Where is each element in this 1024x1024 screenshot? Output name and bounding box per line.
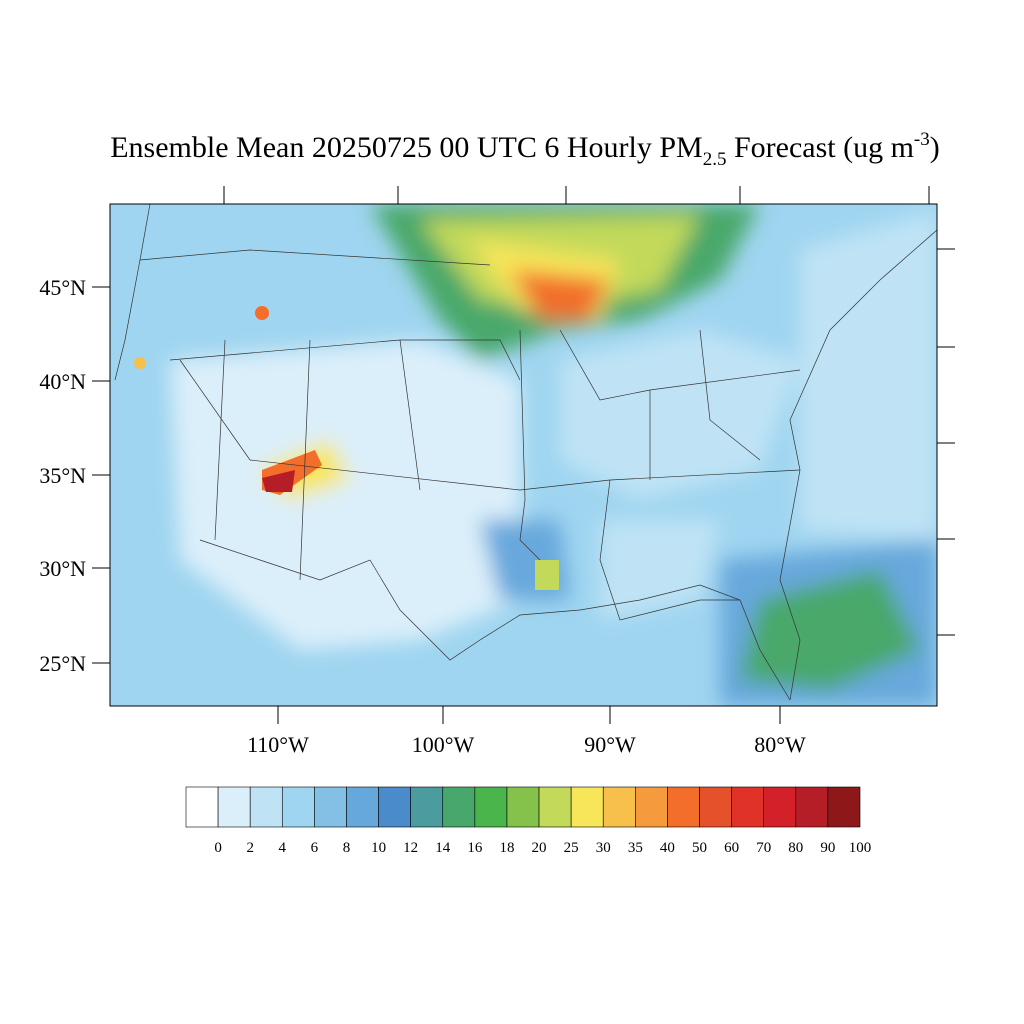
colorbar-label: 2: [246, 840, 254, 856]
colorbar-box: [699, 786, 732, 828]
colorbar-box: [314, 786, 347, 828]
title-main: Ensemble Mean 20250725 00 UTC 6 Hourly P…: [110, 131, 702, 164]
colorbar-box: [281, 786, 315, 828]
colorbar-box: [635, 786, 668, 828]
map: [110, 204, 937, 706]
colorbar-box: [249, 786, 283, 828]
colorbar-box: [667, 786, 700, 828]
latitude-label: 35°N: [39, 463, 86, 488]
colorbar-box: [506, 786, 540, 828]
colorbar-box: [795, 786, 829, 828]
colorbar-box: [538, 786, 572, 828]
colorbar-label: 80: [788, 840, 803, 856]
colorbar-label: 8: [343, 840, 351, 856]
longitude-label: 90°W: [584, 732, 636, 757]
colorbar-label: 30: [596, 840, 611, 856]
title-middle: Forecast (ug m: [726, 131, 913, 164]
title: Ensemble Mean 20250725 00 UTC 6 Hourly P…: [110, 129, 940, 170]
colorbar-label: 14: [435, 840, 451, 856]
colorbar-box: [602, 786, 636, 828]
colorbar-box: [185, 786, 219, 828]
longitude-label: 110°W: [247, 732, 309, 757]
latitude-label: 30°N: [39, 556, 86, 581]
colorbar-box: [410, 786, 444, 828]
colorbar-box: [731, 786, 765, 828]
colorbar-label: 70: [756, 840, 771, 856]
latitude-label: 25°N: [39, 651, 86, 676]
colorbar-label: 18: [499, 840, 514, 856]
longitude-label: 100°W: [412, 732, 475, 757]
colorbar-label: 6: [311, 840, 319, 856]
colorbar-label: 0: [214, 840, 222, 856]
latitude-label: 40°N: [39, 369, 86, 394]
colorbar-box: [442, 786, 476, 828]
colorbar-label: 100: [849, 840, 872, 856]
latitude-label: 45°N: [39, 275, 86, 300]
colorbar-box: [346, 786, 379, 828]
colorbar-label: 60: [724, 840, 739, 856]
longitude-label: 80°W: [754, 732, 806, 757]
colorbar-label: 90: [820, 840, 835, 856]
colorbar-label: 35: [628, 840, 643, 856]
colorbar-label: 40: [660, 840, 675, 856]
colorbar-label: 10: [371, 840, 386, 856]
colorbar-label: 4: [279, 840, 287, 856]
colorbar-label: 12: [403, 840, 418, 856]
colorbar-box: [217, 786, 251, 828]
colorbar-box: [763, 786, 797, 828]
title-end: ): [930, 131, 940, 164]
colorbar-label: 20: [532, 840, 547, 856]
colorbar-box: [827, 786, 861, 828]
frame-ticks: [92, 186, 955, 724]
colorbar-label: 16: [467, 840, 483, 856]
colorbar-label: 25: [564, 840, 579, 856]
map-frame: [109, 203, 938, 707]
colorbar-box: [570, 786, 604, 828]
title-superscript: -3: [914, 129, 930, 150]
colorbar-box: [378, 786, 411, 828]
colorbar-label: 50: [692, 840, 707, 856]
colorbar-box: [474, 786, 508, 828]
title-subscript: 2.5: [703, 149, 727, 170]
